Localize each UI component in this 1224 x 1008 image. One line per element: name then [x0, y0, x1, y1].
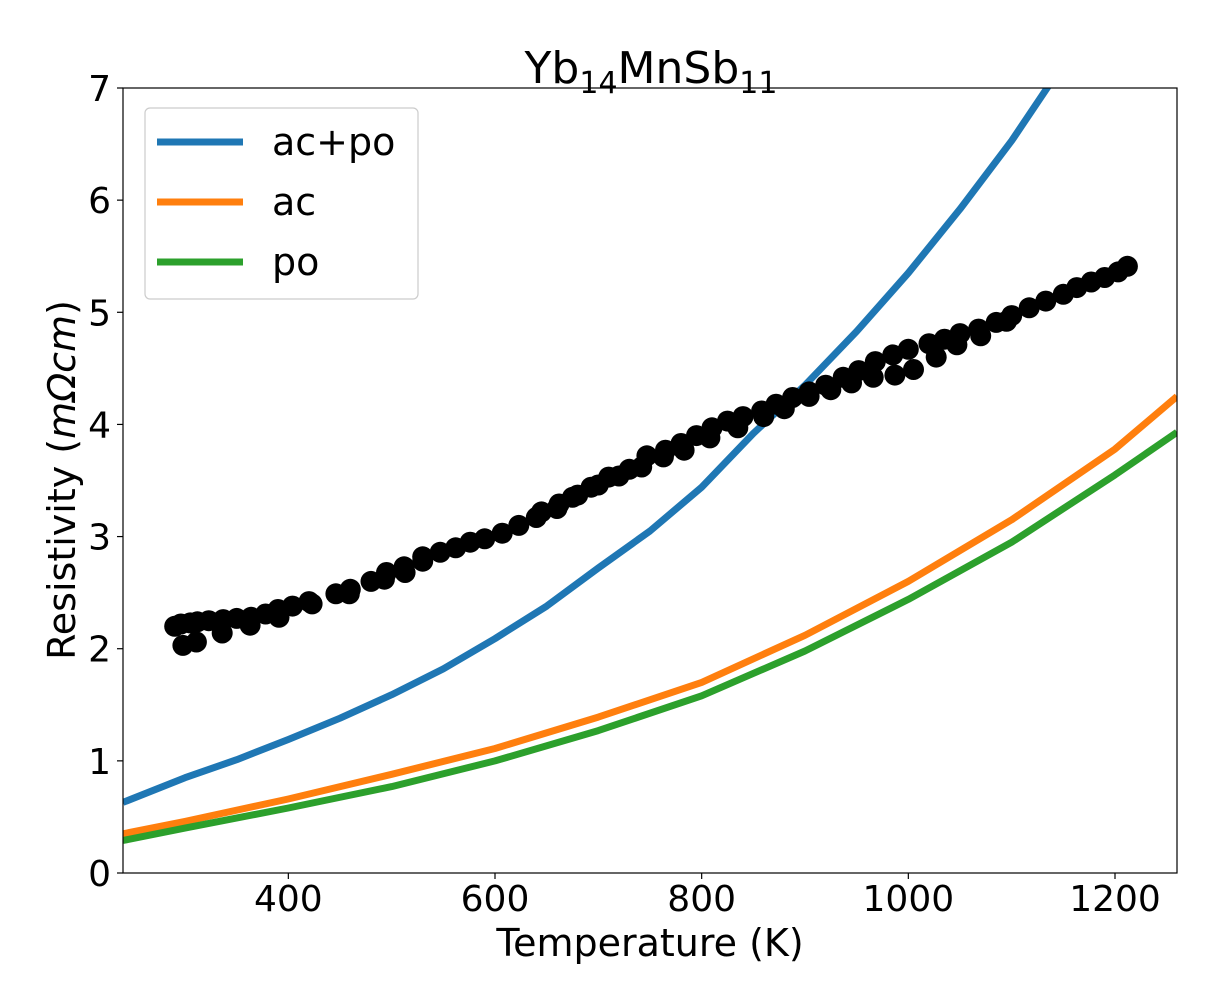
- series-layer: [123, 88, 1177, 844]
- measured-point: [699, 427, 721, 449]
- measured-point: [946, 334, 968, 356]
- measured-point: [753, 406, 775, 428]
- y-tick-label: 7: [88, 69, 111, 110]
- measured-point: [773, 398, 795, 420]
- y-tick-label: 2: [88, 630, 111, 671]
- measured-point: [996, 310, 1017, 332]
- measured-point: [727, 417, 749, 439]
- legend-entries: ac+po ac po: [157, 120, 395, 284]
- x-tick-label: 800: [667, 879, 736, 920]
- x-tick-label: 600: [461, 879, 530, 920]
- x-tick-label: 1000: [863, 879, 955, 920]
- measured-point: [1018, 297, 1040, 319]
- measured-point: [239, 614, 261, 636]
- measured-point: [798, 385, 820, 407]
- measured-point: [268, 606, 290, 628]
- y-tick-label: 4: [88, 405, 111, 446]
- chart-title: Yb14MnSb11: [524, 43, 778, 101]
- y-axis-label: Resistivity (mΩcm): [40, 300, 84, 660]
- measured-point: [185, 631, 207, 653]
- measured-point: [508, 514, 530, 536]
- series-line-po: [123, 429, 1177, 844]
- measured-point: [587, 474, 609, 496]
- legend-label: ac: [272, 180, 316, 224]
- measured-point: [897, 338, 919, 360]
- y-tick-label: 6: [88, 181, 111, 222]
- x-axis-ticks: 400 600 800 1000 1200: [254, 873, 1161, 920]
- measured-point: [841, 372, 862, 394]
- measured-point: [884, 364, 906, 386]
- legend: ac+po ac po: [144, 107, 419, 300]
- measured-point: [820, 379, 842, 401]
- y-tick-label: 1: [88, 742, 111, 783]
- measured-point: [548, 493, 570, 515]
- x-axis-label: Temperature (K): [495, 921, 803, 965]
- measured-point: [373, 568, 395, 590]
- y-tick-label: 0: [88, 854, 111, 895]
- measured-point: [301, 593, 323, 615]
- measured-point: [394, 562, 416, 583]
- y-axis-ticks: 0 1 2 3 4 5 6 7: [88, 69, 123, 895]
- series-line-ac-po: [123, 88, 1052, 806]
- legend-label: po: [272, 240, 319, 284]
- x-tick-label: 1200: [1069, 879, 1161, 920]
- measured-point: [925, 346, 947, 368]
- x-tick-label: 400: [254, 879, 323, 920]
- measured-points-layer: [164, 255, 1138, 656]
- series-line-ac: [123, 393, 1177, 838]
- measured-point: [652, 446, 674, 468]
- measured-point: [531, 501, 552, 523]
- plot-frame: [122, 87, 1178, 874]
- y-tick-label: 3: [88, 518, 111, 559]
- measured-point: [474, 528, 496, 550]
- measured-point: [412, 550, 434, 572]
- measured-point: [631, 456, 653, 478]
- measured-point: [673, 439, 695, 461]
- y-tick-label: 5: [88, 293, 111, 334]
- measured-point: [608, 465, 630, 487]
- measured-point: [567, 484, 589, 506]
- measured-point: [1116, 255, 1138, 277]
- measured-point: [211, 622, 233, 644]
- measured-point: [903, 359, 924, 380]
- measured-point: [1035, 290, 1057, 312]
- measured-point: [970, 325, 992, 347]
- legend-label: ac+po: [272, 120, 395, 164]
- measured-point: [338, 583, 360, 605]
- measured-point: [491, 522, 513, 544]
- measured-point: [864, 351, 886, 373]
- measured-point: [862, 366, 884, 388]
- legend-box: [144, 107, 419, 300]
